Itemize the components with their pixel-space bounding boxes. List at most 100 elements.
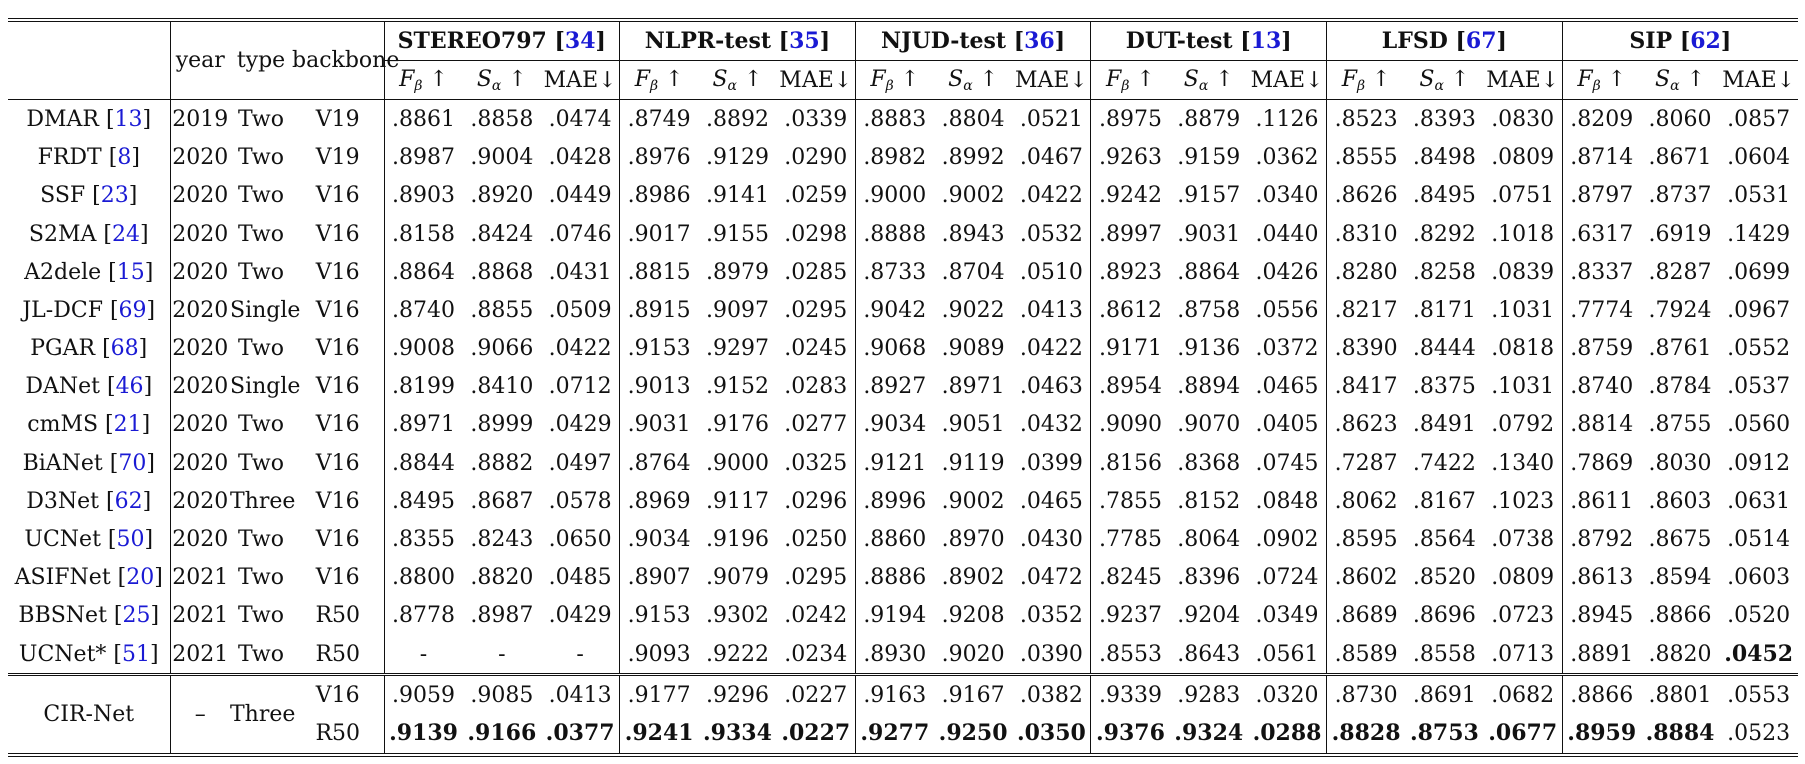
value-cell: .0325 — [776, 444, 856, 483]
value-cell: .0296 — [776, 482, 856, 521]
value-cell: .9277 — [855, 714, 934, 754]
value-cell: .8611 — [1570, 488, 1634, 514]
dataset-citation[interactable]: 35 — [789, 28, 820, 55]
value-cell: .6317 — [1570, 221, 1634, 247]
value-cell: .8030 — [1648, 450, 1712, 476]
metric-f-subscript: β — [414, 77, 423, 94]
value-cell: .9296 — [705, 682, 769, 708]
method-citation[interactable]: 25 — [122, 603, 151, 629]
metric-mae: MAE↓ — [1012, 60, 1092, 100]
metric-up-arrow: ↑ — [658, 66, 684, 92]
dataset-name: STEREO797 — [397, 28, 547, 55]
value-cell: .8209 — [1570, 106, 1634, 132]
year-cell: 2020 — [172, 221, 229, 247]
metric-up-arrow: ↑ — [1600, 66, 1627, 92]
metric-s-subscript: α — [491, 77, 502, 94]
value-cell: .1429 — [1727, 221, 1791, 247]
value-cell: .0509 — [541, 291, 621, 330]
value-cell: .0650 — [541, 520, 621, 559]
dataset-citation[interactable]: 13 — [1250, 28, 1282, 55]
cite-bracket-close: ] — [146, 450, 155, 476]
cite-bracket-open: [ — [96, 221, 112, 247]
dataset-citation[interactable]: 36 — [1024, 28, 1055, 55]
value-cell: .8417 — [1334, 374, 1398, 400]
cite-bracket-close: ] — [128, 183, 138, 209]
method-citation[interactable]: 15 — [116, 259, 145, 285]
value-cell: .9089 — [941, 336, 1005, 362]
metric-up-arrow: ↑ — [972, 66, 999, 92]
value-cell: .0429 — [541, 596, 621, 635]
method-citation[interactable]: 23 — [100, 183, 129, 209]
value-cell: .9196 — [705, 527, 769, 553]
value-cell: .0372 — [1248, 329, 1328, 368]
value-cell: .0295 — [776, 558, 856, 597]
value-cell: .8778 — [392, 603, 456, 629]
ours-type-cell: Three — [230, 701, 296, 727]
value-cell: .8643 — [1177, 641, 1241, 667]
method-citation[interactable]: 21 — [113, 412, 142, 438]
method-citation[interactable]: 51 — [121, 641, 150, 667]
table-row: ASIFNet [20] 2021 Two V16.8800.8820.0485.89… — [8, 558, 1798, 597]
metric-mae: MAE↓ — [776, 60, 856, 100]
value-cell: .8602 — [1334, 565, 1398, 591]
table-row: PGAR [68] 2020 Two V16.9008.9066.0422.9153.… — [8, 329, 1798, 368]
value-cell: .0382 — [1012, 674, 1092, 715]
metric-s-alpha: Sα ↑ — [934, 61, 1013, 100]
cite-bracket-open: [ — [771, 28, 790, 55]
method-citation[interactable]: 62 — [114, 488, 143, 514]
dataset-citation[interactable]: 67 — [1465, 28, 1497, 55]
value-cell: .9222 — [705, 641, 769, 667]
metric-f-symbol: F — [870, 66, 886, 92]
value-cell: .8855 — [470, 297, 534, 323]
value-cell: .8879 — [1177, 106, 1241, 132]
method-citation[interactable]: 20 — [126, 565, 155, 591]
value-cell: .0497 — [541, 444, 621, 483]
value-cell: .8997 — [1098, 221, 1162, 247]
method-citation[interactable]: 8 — [117, 145, 132, 171]
method-citation[interactable]: 68 — [110, 336, 139, 362]
metric-f-subscript: β — [1121, 77, 1130, 94]
cite-bracket-open: [ — [85, 183, 101, 209]
dataset-citation[interactable]: 62 — [1690, 28, 1721, 55]
value-cell: .9002 — [941, 488, 1005, 514]
value-bold: .0677 — [1488, 720, 1558, 747]
value-cell: .8626 — [1334, 183, 1398, 209]
method-citation[interactable]: 69 — [118, 297, 147, 323]
method-name: D3Net — [26, 488, 100, 514]
value-cell: .8337 — [1570, 259, 1634, 285]
value-cell: .0472 — [1012, 558, 1092, 597]
method-citation[interactable]: 24 — [111, 221, 140, 247]
value-cell: .6919 — [1648, 221, 1712, 247]
cite-bracket-open: [ — [101, 145, 118, 171]
value-cell: .0362 — [1248, 138, 1328, 177]
method-name: UCNet — [24, 527, 101, 553]
table-row: JL-DCF [69] 2020 Single V16.8740.8855.0509.… — [8, 291, 1798, 330]
value-cell: .0552 — [1727, 336, 1791, 362]
dataset-name: DUT-test — [1125, 28, 1233, 55]
value-bold: .8753 — [1409, 720, 1479, 747]
cite-bracket-close: ] — [150, 603, 160, 629]
value-cell: .8595 — [1334, 527, 1398, 553]
value-cell: .9157 — [1177, 183, 1241, 209]
value-cell: .0245 — [776, 329, 856, 368]
cite-bracket-close: ] — [144, 527, 154, 553]
method-citation[interactable]: 70 — [118, 450, 147, 476]
value-cell: .9008 — [392, 336, 456, 362]
value-cell: .8866 — [1570, 682, 1634, 708]
value-cell: .9167 — [941, 682, 1005, 708]
value-cell: .0857 — [1727, 106, 1791, 132]
value-cell: .8861 — [392, 106, 456, 132]
value-bold: .9166 — [467, 720, 537, 747]
dataset-citation[interactable]: 34 — [564, 28, 596, 55]
ours-year-cell: – — [194, 701, 206, 727]
value-cell: .0553 — [1727, 682, 1791, 708]
value-cell: .0432 — [1012, 405, 1092, 445]
value-cell: .8764 — [627, 450, 691, 476]
method-citation[interactable]: 13 — [114, 106, 143, 132]
table-row: A2dele [15] 2020 Two V16.8864.8868.0431.881… — [8, 253, 1798, 292]
value-bold: .8884 — [1645, 720, 1715, 747]
ours-backbone-cell: R50 — [292, 714, 385, 755]
method-citation[interactable]: 46 — [115, 374, 144, 400]
cite-bracket-close: ] — [142, 488, 152, 514]
method-citation[interactable]: 50 — [116, 527, 145, 553]
